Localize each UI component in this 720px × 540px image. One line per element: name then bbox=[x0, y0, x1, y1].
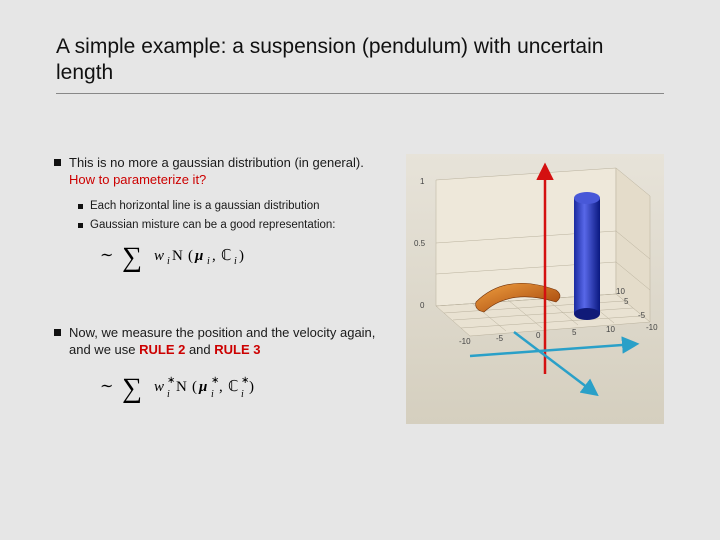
svg-text:1: 1 bbox=[420, 177, 425, 186]
svg-text:0: 0 bbox=[420, 301, 425, 310]
cylinder-shape bbox=[574, 192, 600, 320]
svg-text:i: i bbox=[241, 389, 244, 400]
bullet-sub-1a: Each horizontal line is a gaussian distr… bbox=[78, 199, 388, 215]
bullet2-and: and bbox=[185, 342, 214, 357]
svg-text:∑: ∑ bbox=[122, 373, 142, 404]
formula-2: ∼ ∑ w ∗ i N ( μ ∗ i , ℂ ∗ i bbox=[96, 369, 388, 407]
svg-text:ℂ: ℂ bbox=[228, 379, 238, 395]
bullet-main-1: This is no more a gaussian distribution … bbox=[54, 154, 388, 189]
svg-text:): ) bbox=[239, 248, 244, 264]
rule3-label: RULE 3 bbox=[214, 342, 260, 357]
svg-text:i: i bbox=[234, 256, 237, 267]
svg-text:w: w bbox=[154, 379, 164, 395]
formula-1: ∼ ∑ w i N ( μ i , ℂ i ) bbox=[96, 238, 388, 276]
bullet1-red: How to parameterize it? bbox=[69, 172, 206, 187]
bullet-marker bbox=[54, 159, 61, 166]
svg-text:10: 10 bbox=[616, 287, 625, 296]
rule2-label: RULE 2 bbox=[139, 342, 185, 357]
svg-text:ℂ: ℂ bbox=[221, 248, 231, 264]
bullet-marker bbox=[78, 204, 83, 209]
svg-text:N: N bbox=[176, 379, 187, 395]
svg-text:w: w bbox=[154, 248, 164, 264]
slide-title: A simple example: a suspension (pendulum… bbox=[56, 34, 664, 94]
svg-text:): ) bbox=[249, 379, 254, 395]
svg-text:-10: -10 bbox=[459, 337, 471, 346]
svg-text:i: i bbox=[211, 389, 214, 400]
svg-text:-5: -5 bbox=[496, 334, 504, 343]
svg-text:N: N bbox=[172, 248, 183, 264]
svg-text:(: ( bbox=[188, 248, 193, 264]
svg-text:μ: μ bbox=[194, 248, 203, 264]
svg-text:,: , bbox=[219, 379, 223, 395]
svg-text:∼: ∼ bbox=[100, 247, 113, 264]
svg-text:10: 10 bbox=[606, 325, 615, 334]
bullet1a-text: Each horizontal line is a gaussian distr… bbox=[90, 199, 320, 215]
y-axis-arrow bbox=[514, 332, 596, 394]
svg-text:5: 5 bbox=[572, 328, 577, 337]
svg-text:∼: ∼ bbox=[100, 378, 113, 395]
svg-text:0: 0 bbox=[536, 331, 541, 340]
svg-text:μ: μ bbox=[198, 379, 207, 395]
svg-text:∑: ∑ bbox=[122, 242, 142, 273]
plot-3d: -10 -5 0 5 10 -10 -5 5 10 0 0.5 1 bbox=[406, 154, 664, 424]
bullet-sub-1b: Gaussian misture can be a good represent… bbox=[78, 218, 388, 234]
x-axis-arrow bbox=[470, 344, 636, 356]
bullet-marker bbox=[54, 329, 61, 336]
svg-text:i: i bbox=[167, 389, 170, 400]
svg-text:0.5: 0.5 bbox=[414, 239, 426, 248]
bullet1b-text: Gaussian misture can be a good represent… bbox=[90, 218, 335, 234]
svg-text:i: i bbox=[167, 256, 170, 267]
bullet-marker bbox=[78, 223, 83, 228]
bullet-main-2: Now, we measure the position and the vel… bbox=[54, 324, 388, 359]
text-column: This is no more a gaussian distribution … bbox=[56, 154, 388, 424]
svg-text:,: , bbox=[212, 248, 216, 264]
svg-text:-10: -10 bbox=[646, 323, 658, 332]
svg-text:-5: -5 bbox=[638, 311, 646, 320]
svg-text:i: i bbox=[207, 256, 210, 267]
svg-text:5: 5 bbox=[624, 297, 629, 306]
bullet1-text: This is no more a gaussian distribution … bbox=[69, 155, 364, 170]
svg-text:(: ( bbox=[192, 379, 197, 395]
svg-text:∗: ∗ bbox=[167, 375, 175, 386]
